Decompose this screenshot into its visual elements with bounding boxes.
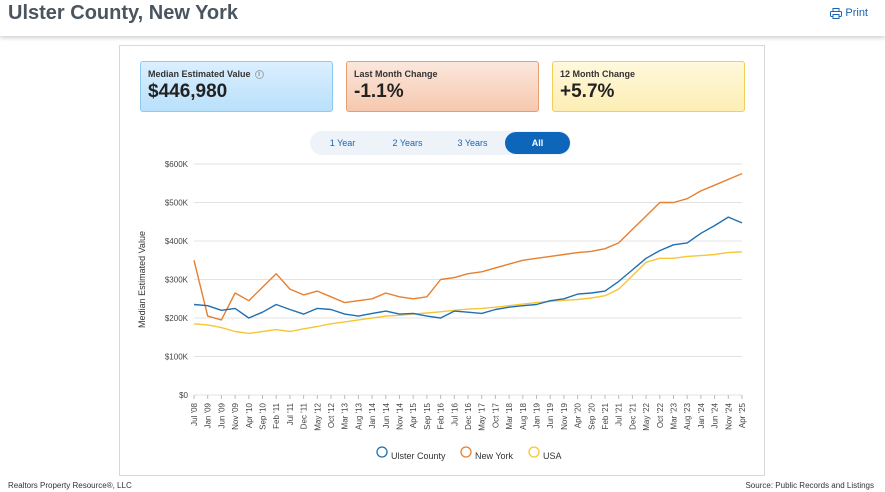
legend-marker — [460, 446, 472, 458]
x-tick-label: Aug '23 — [683, 402, 692, 429]
x-tick-label: Jan '19 — [533, 402, 542, 428]
x-tick-label: Dec '21 — [628, 402, 637, 429]
y-tick-label: $0 — [179, 391, 188, 400]
range-2-years-button[interactable]: 2 Years — [392, 138, 423, 148]
info-icon[interactable]: i — [254, 69, 264, 79]
x-tick-label: Sep '15 — [423, 402, 432, 429]
stat-value: $446,980 — [148, 81, 228, 102]
x-tick-label: Jun '19 — [546, 402, 555, 428]
x-tick-label: Dec '16 — [464, 402, 473, 429]
x-tick-label: May '17 — [478, 402, 487, 430]
x-tick-label: Mar '13 — [341, 402, 350, 429]
legend-label: Ulster County — [391, 451, 446, 461]
legend-label: New York — [475, 451, 514, 461]
y-tick-label: $300K — [165, 276, 189, 285]
x-tick-label: May '12 — [313, 402, 322, 430]
legend-item-ulster-county[interactable]: Ulster County — [376, 446, 446, 461]
x-tick-label: Feb '21 — [601, 402, 610, 429]
legend-item-new-york[interactable]: New York — [460, 446, 514, 461]
stat-label: 12 Month Change — [560, 69, 636, 79]
print-button[interactable]: Print — [830, 7, 868, 19]
x-tick-label: Oct '22 — [656, 402, 665, 428]
range-3-years-button[interactable]: 3 Years — [457, 138, 488, 148]
stat-label: Median Estimated Value — [148, 69, 251, 79]
stat-median-value: Median Estimated Value i $446,980 — [140, 61, 333, 112]
range-1-year-button[interactable]: 1 Year — [329, 138, 356, 148]
stat-last-month-change: Last Month Change -1.1% — [346, 61, 539, 112]
x-tick-label: Jun '24 — [711, 402, 720, 428]
x-tick-label: Jan '24 — [697, 402, 706, 428]
range-all-button[interactable]: All — [505, 132, 570, 154]
x-tick-label: Mar '23 — [670, 402, 679, 429]
x-tick-label: Jul '21 — [615, 402, 624, 425]
x-tick-label: Aug '13 — [354, 402, 363, 429]
x-tick-label: Jul '11 — [286, 402, 295, 425]
x-tick-label: Sep '10 — [259, 402, 268, 429]
x-tick-label: Mar '18 — [505, 402, 514, 429]
x-tick-label: Oct '17 — [491, 402, 500, 428]
stat-12-month-change: 12 Month Change +5.7% — [552, 61, 745, 112]
x-tick-label: May '22 — [642, 402, 651, 430]
y-tick-label: $500K — [165, 199, 189, 208]
legend-marker — [528, 446, 540, 458]
x-tick-label: Nov '09 — [231, 402, 240, 429]
x-tick-label: Feb '16 — [437, 402, 446, 429]
x-tick-label: Feb '11 — [272, 402, 281, 428]
series-line-ulster-county — [193, 216, 743, 319]
footer-source-text: Public Records and Listings — [775, 481, 874, 490]
series-line-usa — [193, 251, 743, 335]
printer-icon — [830, 7, 843, 19]
range-toggle: 1 Year 2 Years 3 Years All — [310, 131, 571, 155]
x-tick-label: Nov '24 — [724, 402, 733, 429]
page-title: Ulster County, New York — [8, 2, 239, 24]
legend-label: USA — [543, 451, 562, 461]
stat-value: -1.1% — [354, 81, 404, 102]
footer-source-prefix: Source: — [745, 481, 774, 490]
x-tick-label: Aug '18 — [519, 402, 528, 429]
legend-marker — [376, 446, 388, 458]
stat-label: Last Month Change — [354, 69, 438, 79]
x-tick-label: Jan '09 — [204, 402, 213, 428]
y-tick-label: $400K — [165, 237, 189, 246]
x-tick-label: Jun '09 — [217, 402, 226, 428]
y-axis-title: Median Estimated Value — [137, 231, 147, 328]
x-tick-label: Jun '14 — [382, 402, 391, 428]
print-label: Print — [845, 7, 868, 19]
x-tick-label: Jul '08 — [190, 402, 199, 425]
footer-credit: Realtors Property Resource®, LLC — [8, 481, 132, 490]
x-tick-label: Oct '12 — [327, 402, 336, 428]
page-header: Ulster County, New York Print — [0, 0, 885, 36]
x-tick-label: Apr '15 — [409, 402, 418, 428]
y-tick-label: $100K — [165, 353, 189, 362]
value-line-chart: $0 $100K $200K $300K $400K $500K $600K Median E… — [137, 160, 747, 461]
x-tick-label: Apr '10 — [245, 402, 254, 428]
x-tick-label: Apr '25 — [738, 402, 747, 428]
y-tick-label: $600K — [165, 160, 189, 169]
footer-source: Source: Public Records and Listings — [745, 481, 874, 490]
x-tick-label: Jan '14 — [368, 402, 377, 428]
y-tick-label: $200K — [165, 314, 189, 323]
x-tick-label: Dec '11 — [300, 402, 309, 429]
chart-card: Median Estimated Value i $446,980 Last M… — [119, 45, 765, 476]
legend-item-usa[interactable]: USA — [528, 446, 562, 461]
x-tick-label: Nov '14 — [396, 402, 405, 429]
x-tick-label: Sep '20 — [587, 402, 596, 429]
stat-value: +5.7% — [560, 81, 615, 102]
x-tick-label: Jul '16 — [450, 402, 459, 425]
x-tick-label: Nov '19 — [560, 402, 569, 429]
series-line-new-york — [193, 172, 743, 321]
x-tick-label: Apr '20 — [574, 402, 583, 428]
